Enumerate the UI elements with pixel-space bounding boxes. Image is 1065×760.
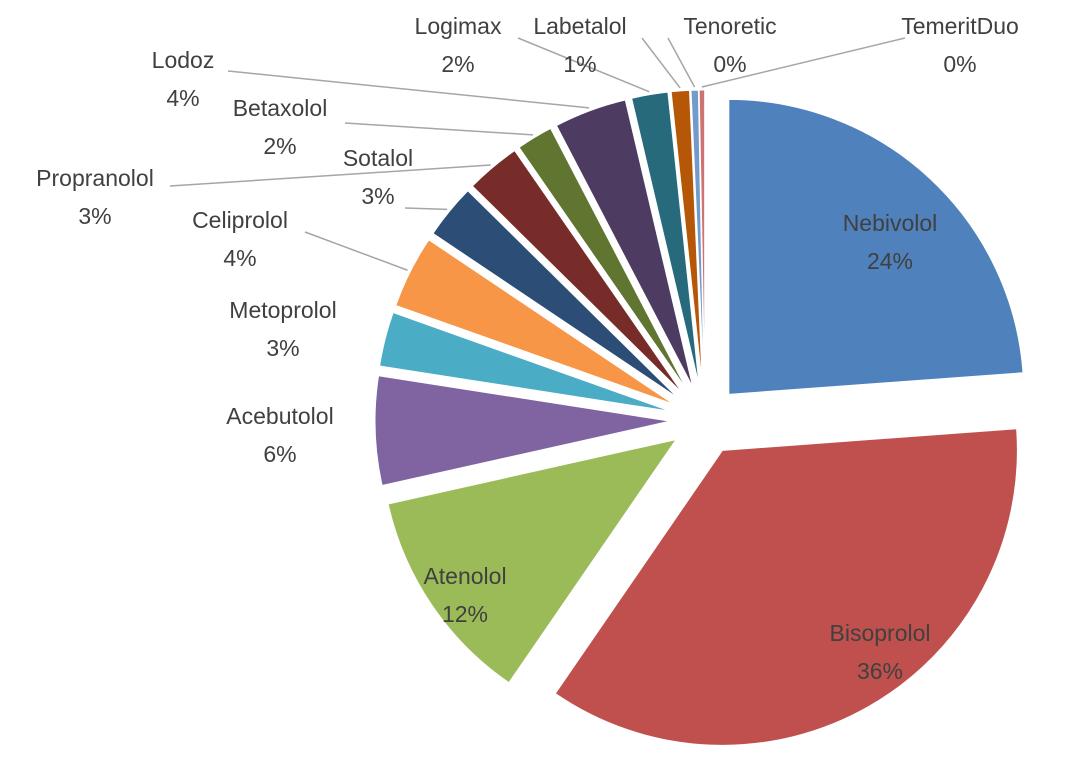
slice-label: Betaxolol (233, 95, 328, 121)
slice-label: Celiprolol (192, 207, 288, 233)
slice-value-label: 3% (78, 203, 111, 229)
pie-slice (631, 91, 700, 386)
pie-slice (387, 438, 678, 684)
slice-value-label: 4% (166, 85, 199, 111)
leader-line (641, 37, 681, 89)
leader-line (169, 164, 491, 187)
slice-label: TemeritDuo (901, 13, 1019, 39)
slice-label: Tenoretic (683, 13, 776, 39)
slice-label: Labetalol (533, 13, 626, 39)
slice-label: Lodoz (152, 47, 215, 73)
slice-value-label: 12% (442, 601, 488, 627)
leader-line (304, 231, 408, 271)
pie-slice (432, 190, 679, 399)
pie-slice (728, 98, 1024, 395)
leader-line (344, 122, 534, 136)
pie-slice (374, 375, 671, 487)
slice-value-label: 6% (263, 441, 296, 467)
slice-value-label: 2% (263, 133, 296, 159)
pie-slice (379, 311, 672, 412)
pie-slice (670, 89, 703, 386)
slice-value-label: 36% (857, 658, 903, 684)
pie-slice (698, 89, 706, 386)
slice-value-label: 3% (266, 335, 299, 361)
slice-label: Sotalol (343, 145, 413, 171)
leader-line (701, 37, 906, 88)
slice-value-label: 4% (223, 245, 256, 271)
leader-line (517, 37, 650, 93)
slice-label: Acebutolol (226, 403, 333, 429)
leader-line (404, 207, 448, 211)
slice-value-label: 1% (563, 51, 596, 77)
leader-line (667, 37, 696, 88)
leader-line (227, 70, 590, 109)
slice-value-label: 0% (713, 51, 746, 77)
slice-label: Atenolol (423, 563, 506, 589)
pie-slice (471, 149, 683, 394)
pie-slice (395, 239, 675, 405)
slice-value-label: 2% (441, 51, 474, 77)
slice-label: Logimax (415, 13, 502, 39)
slice-value-label: 3% (361, 183, 394, 209)
slice-label: Propranolol (36, 165, 154, 191)
slice-label: Metoprolol (229, 297, 336, 323)
pie-slice (690, 89, 705, 386)
slice-value-label: 0% (943, 51, 976, 77)
slice-label: Nebivolol (843, 210, 938, 236)
slice-value-label: 24% (867, 248, 913, 274)
pie-slice (555, 99, 694, 388)
pie-slice (518, 127, 688, 391)
slice-label: Bisoprolol (830, 620, 931, 646)
pie-slice (554, 428, 1018, 746)
